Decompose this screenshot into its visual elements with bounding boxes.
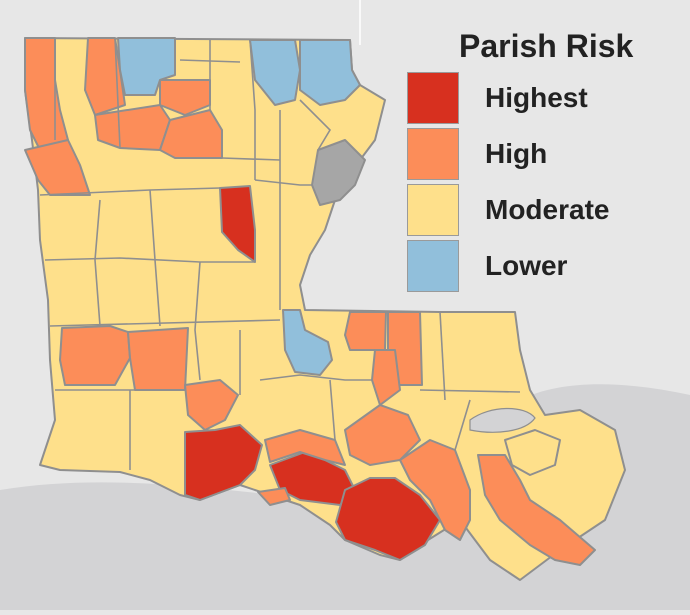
boundary-line <box>249 39 256 180</box>
boundary-line <box>254 179 312 186</box>
parish-sw-high <box>184 379 239 431</box>
boundary-line <box>149 189 161 327</box>
legend: Parish Risk Highest High Moderate Lower <box>405 26 690 296</box>
lake-pontchartrain <box>469 407 536 433</box>
legend-swatch-highest <box>407 72 459 124</box>
parish-south-high-1 <box>264 429 346 466</box>
parish-boundaries <box>39 37 521 470</box>
parish-east-lower <box>282 309 333 376</box>
parish-south-high-3 <box>399 439 471 541</box>
parish-north-lower-1 <box>117 37 176 96</box>
parish-north-5 <box>159 79 211 116</box>
boundary-line <box>299 99 332 151</box>
parish-north-lower-3 <box>299 39 361 106</box>
boundary-line <box>49 319 281 327</box>
legend-swatch-high <box>407 128 459 180</box>
legend-swatch-moderate <box>407 184 459 236</box>
boundary-line <box>454 399 471 451</box>
parish-east-high-3 <box>371 349 401 406</box>
legend-label-lower: Lower <box>485 250 568 281</box>
boundary-line <box>114 37 121 149</box>
parish-delta-moderate <box>504 429 561 476</box>
legend-item-lower: Lower <box>405 240 685 296</box>
parish-east-high-1 <box>344 311 387 351</box>
legend-item-highest: Highest <box>405 72 685 128</box>
boundary-line <box>94 199 101 327</box>
boundary-line <box>221 157 281 161</box>
boundary-line <box>179 59 241 63</box>
parish-north-lower-2 <box>249 39 301 106</box>
boundary-line <box>329 379 336 441</box>
legend-swatch-lower <box>407 240 459 292</box>
boundary-line <box>44 257 255 263</box>
parish-sw-highest <box>184 424 263 501</box>
parish-no-data <box>311 139 366 206</box>
legend-label-moderate: Moderate <box>485 194 610 225</box>
boundary-line <box>194 261 201 381</box>
boundary-line <box>259 374 372 381</box>
legend-item-moderate: Moderate <box>405 184 685 240</box>
parish-southeast-high <box>477 454 596 566</box>
legend-label-highest: Highest <box>485 82 588 113</box>
parishes <box>24 37 626 581</box>
parish-west-high-1 <box>59 325 131 386</box>
boundary-line <box>439 311 446 401</box>
parish-south-high-2 <box>344 404 421 466</box>
parish-nw-2 <box>24 139 91 196</box>
boundary-line <box>419 389 521 393</box>
legend-label-high: High <box>485 138 548 169</box>
parish-south-highest-2 <box>335 477 441 561</box>
legend-item-high: High <box>405 128 685 184</box>
parish-west-high-2 <box>127 327 189 391</box>
parish-coastal-high-small <box>257 487 291 506</box>
legend-title: Parish Risk <box>459 28 634 64</box>
